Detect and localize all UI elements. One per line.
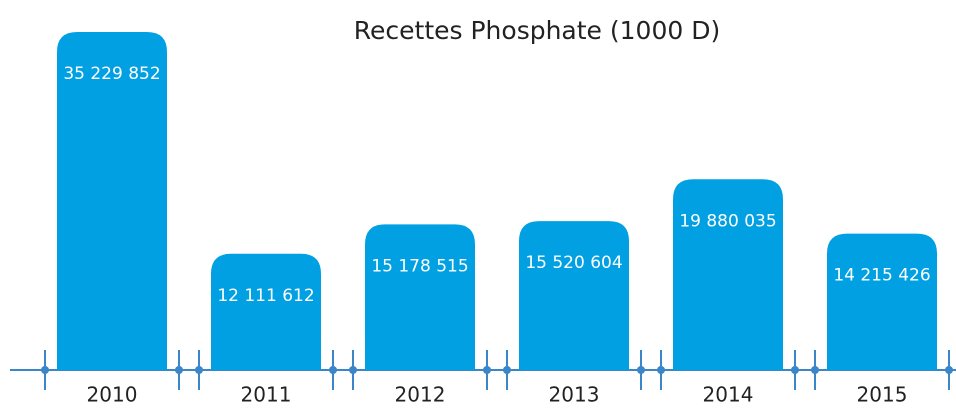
tick-dot [329,366,337,374]
x-tick-label: 2010 [87,383,138,407]
tick-dot [945,366,953,374]
value-label: 15 520 604 [525,253,622,273]
chart-title: Recettes Phosphate (1000 D) [354,16,720,45]
tick-dot [349,366,357,374]
x-tick-label: 2015 [857,383,908,407]
tick-dot [791,366,799,374]
value-label: 35 229 852 [63,64,160,84]
tick-dot [483,366,491,374]
value-label: 19 880 035 [679,211,776,231]
value-label: 15 178 515 [371,256,468,276]
tick-dot [195,366,203,374]
bar [211,253,321,370]
bar [827,233,937,370]
x-tick-label: 2012 [395,383,446,407]
bar [365,224,475,370]
tick-dot [503,366,511,374]
tick-dot [811,366,819,374]
tick-dot [637,366,645,374]
value-label: 12 111 612 [217,286,314,306]
value-label: 14 215 426 [833,266,930,286]
tick-dot [175,366,183,374]
bar [519,221,629,370]
tick-dot [41,366,49,374]
x-tick-label: 2013 [549,383,600,407]
x-tick-label: 2011 [241,383,292,407]
x-tick-label: 2014 [703,383,754,407]
bar [57,32,167,370]
bar [673,179,783,370]
tick-dot [657,366,665,374]
